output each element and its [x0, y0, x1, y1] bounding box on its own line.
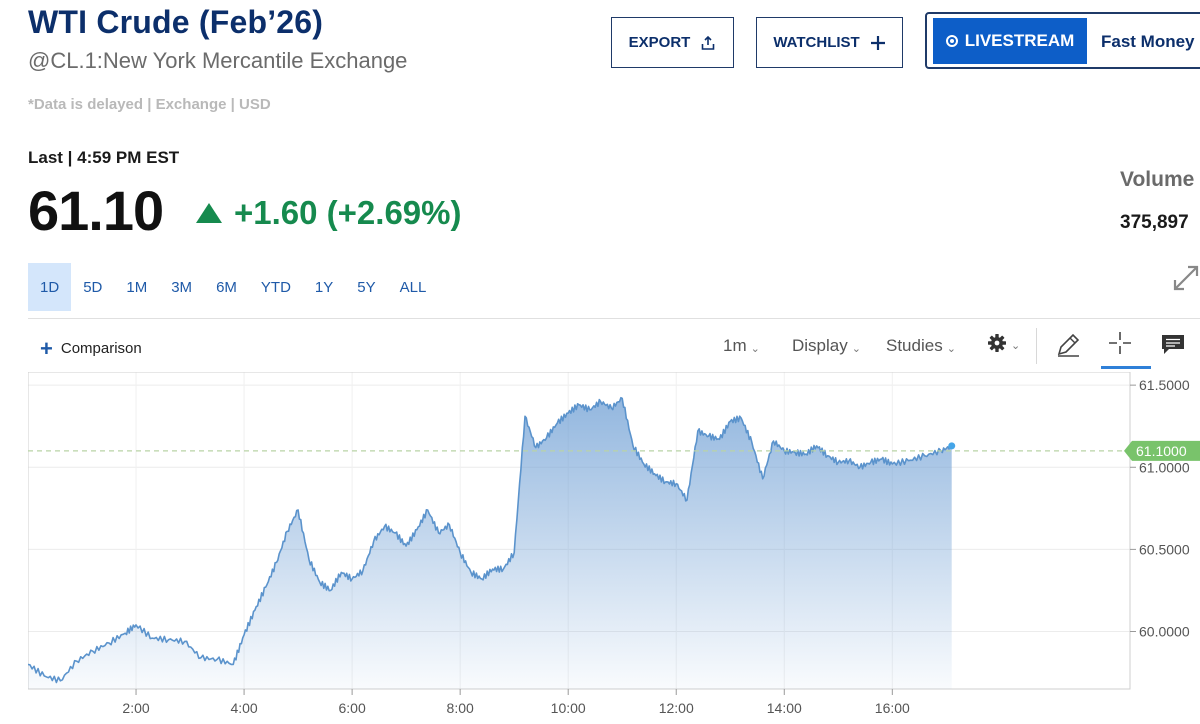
crosshair-active-indicator [1101, 366, 1151, 369]
x-tick-label: 14:00 [767, 700, 802, 716]
volume-label: Volume [1120, 168, 1195, 191]
last-price-dot [948, 442, 956, 450]
price-change: +1.60 (+2.69%) [196, 194, 462, 232]
plus-icon: + [40, 335, 53, 361]
price-line [28, 396, 953, 684]
pencil-icon[interactable] [1055, 332, 1081, 358]
chevron-down-icon: ⌄ [1011, 339, 1021, 352]
x-tick-label: 16:00 [875, 700, 910, 716]
x-tick-label: 2:00 [122, 700, 149, 716]
price-area [28, 397, 952, 689]
watchlist-label: WATCHLIST [773, 34, 860, 51]
x-tick-label: 12:00 [659, 700, 694, 716]
last-price: 61.10 [28, 179, 164, 242]
y-axis: 60.0000 60.5000 61.0000 61.5000 [1130, 377, 1190, 640]
price-change-value: +1.60 (+2.69%) [234, 194, 462, 231]
page-title: WTI Crude (Feb’26) [28, 4, 324, 40]
exchange-subtitle: @CL.1:New York Mercantile Exchange [28, 48, 408, 73]
range-tab-5d[interactable]: 5D [83, 278, 103, 296]
livestream-group: LIVESTREAM Fast Money [925, 12, 1200, 69]
y-tick-label: 61.5000 [1139, 377, 1190, 393]
range-tabs: 1D 5D 1M 3M 6M YTD 1Y 5Y ALL [28, 263, 438, 311]
up-arrow-icon [196, 203, 222, 223]
range-tab-all[interactable]: ALL [399, 278, 427, 296]
comparison-button[interactable]: + Comparison [40, 335, 142, 361]
settings-dropdown[interactable]: ⌄ [987, 333, 1020, 353]
range-tab-6m[interactable]: 6M [216, 278, 237, 296]
y-tick-label: 61.0000 [1139, 459, 1190, 475]
delay-note: *Data is delayed | Exchange | USD [28, 96, 271, 113]
watchlist-button[interactable]: WATCHLIST [756, 17, 903, 68]
show-link[interactable]: Fast Money [1101, 32, 1195, 51]
price-chart[interactable]: 60.0000 60.5000 61.0000 61.5000 2:00 4:00 6:0… [28, 372, 1200, 724]
export-button[interactable]: EXPORT [611, 17, 734, 68]
volume-value: 375,897 [1120, 212, 1189, 233]
range-tab-3m[interactable]: 3M [171, 278, 193, 296]
interval-label: 1m [723, 336, 747, 355]
last-price-badge-shape [1124, 440, 1200, 461]
display-dropdown[interactable]: Display ⌄ [792, 336, 861, 356]
livestream-label: LIVESTREAM [964, 31, 1075, 50]
gear-icon [988, 334, 1006, 352]
range-tab-1m[interactable]: 1M [126, 278, 148, 296]
display-label: Display [792, 336, 848, 355]
share-icon [702, 35, 715, 50]
export-label: EXPORT [628, 34, 691, 51]
y-tick-label: 60.0000 [1139, 624, 1190, 640]
comment-icon[interactable] [1160, 333, 1186, 357]
range-tab-1d[interactable]: 1D [28, 263, 72, 311]
x-tick-label: 8:00 [447, 700, 474, 716]
chevron-down-icon: ⌄ [750, 342, 760, 355]
chevron-down-icon: ⌄ [851, 342, 861, 355]
last-price-badge-label: 61.1000 [1136, 443, 1187, 459]
crosshair-icon[interactable] [1109, 332, 1131, 354]
x-axis: 2:00 4:00 6:00 8:00 10:00 12:00 14:00 16:00 [122, 689, 910, 716]
y-tick-label: 60.5000 [1139, 541, 1190, 557]
range-tab-1y[interactable]: 1Y [314, 278, 334, 296]
toolbar-separator [1036, 328, 1037, 364]
last-trade-label: Last | 4:59 PM EST [28, 148, 180, 167]
range-tab-5y[interactable]: 5Y [357, 278, 376, 296]
expand-icon[interactable] [1170, 258, 1200, 294]
studies-label: Studies [886, 336, 943, 355]
chevron-down-icon: ⌄ [946, 342, 956, 355]
x-tick-label: 6:00 [338, 700, 365, 716]
last-price-badge: 61.1000 [1124, 440, 1200, 461]
x-tick-label: 4:00 [230, 700, 257, 716]
range-tab-ytd[interactable]: YTD [260, 278, 291, 296]
plus-icon [870, 35, 885, 50]
comparison-label: Comparison [60, 340, 142, 357]
studies-dropdown[interactable]: Studies ⌄ [886, 336, 956, 356]
interval-dropdown[interactable]: 1m ⌄ [723, 336, 760, 356]
live-dot-icon [945, 35, 958, 47]
x-tick-label: 10:00 [551, 700, 586, 716]
livestream-button[interactable]: LIVESTREAM [933, 18, 1087, 64]
toolbar-divider [28, 318, 1200, 319]
